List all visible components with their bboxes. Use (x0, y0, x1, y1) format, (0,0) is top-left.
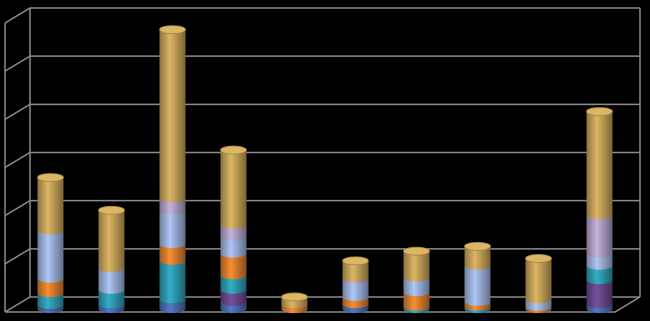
cylinder-cap (525, 254, 552, 263)
cylinder-cap (403, 246, 430, 256)
bar-segment (586, 265, 613, 285)
bar-segment (98, 268, 125, 294)
bar-segment (37, 230, 64, 283)
bar-segment (37, 177, 64, 235)
bar-segment (403, 292, 430, 311)
bar-segment (159, 243, 186, 265)
bar-segment (159, 198, 186, 215)
bar-segment (159, 29, 186, 203)
bar-segment (586, 111, 613, 220)
bar-segment (98, 289, 125, 309)
cylinder-cap (98, 205, 125, 215)
cylinder-cap (159, 25, 186, 35)
bar-segment (220, 275, 247, 294)
cylinder-cap (220, 145, 247, 155)
grid-line (4, 7, 640, 24)
grid-line (4, 151, 640, 169)
bar-segment (220, 253, 247, 280)
bar-segment (159, 260, 186, 304)
bar-segment (159, 210, 186, 248)
bar-segment (220, 224, 247, 241)
bar-segment (220, 289, 247, 306)
bar-segment (586, 253, 613, 270)
bar-segment (403, 251, 430, 282)
cylinder-cap (281, 292, 308, 302)
bar-segment (464, 265, 491, 306)
bar-segment (342, 280, 369, 301)
bar-segment (403, 277, 430, 297)
bar-segment (342, 260, 369, 282)
cylinder-cap (464, 241, 491, 251)
bar-segment (525, 258, 552, 304)
bar-segment (98, 210, 125, 273)
grid-line (4, 103, 640, 120)
bar-segment (37, 293, 64, 310)
bar-segment (464, 246, 491, 270)
bar-segment (220, 150, 247, 229)
cylinder-cap (342, 256, 369, 266)
bar-segment (37, 278, 64, 298)
bar-segment (586, 215, 613, 258)
cylinder-cap (586, 107, 613, 116)
bar-segment (220, 236, 247, 258)
cylinder-cap (37, 173, 64, 182)
grid-line (4, 55, 640, 72)
floor-edge (5, 296, 641, 313)
bar-segment (586, 280, 613, 309)
